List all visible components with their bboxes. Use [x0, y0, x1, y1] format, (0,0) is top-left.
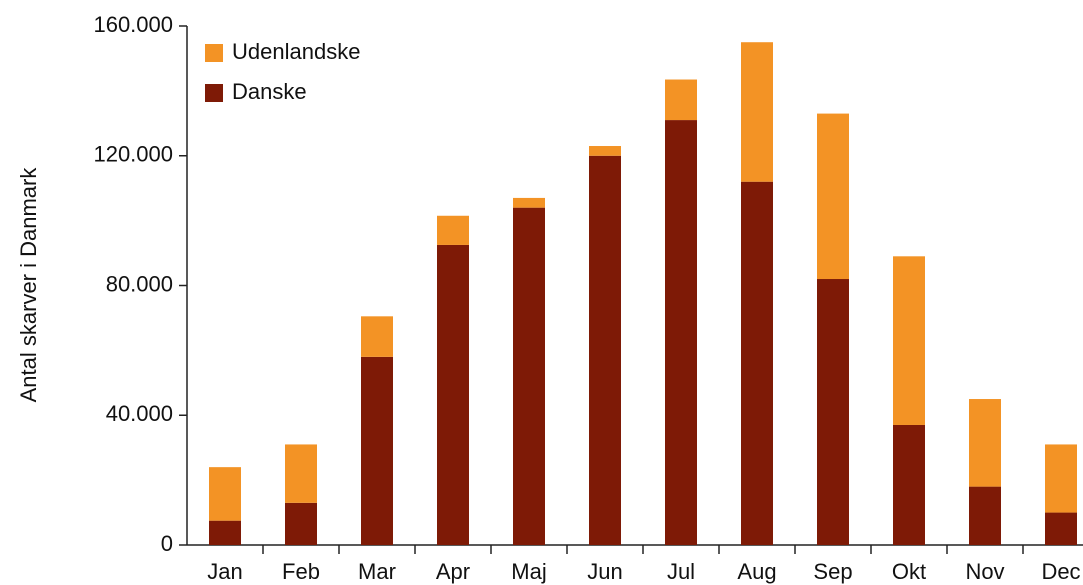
y-tick-label: 80.000 — [106, 271, 173, 296]
bar-segment — [361, 356, 393, 545]
bar-segment — [513, 197, 545, 208]
bar-segment — [893, 424, 925, 545]
y-tick-label: 40.000 — [106, 401, 173, 426]
x-tick-label: Dec — [1041, 559, 1080, 584]
legend-label: Danske — [232, 79, 307, 104]
bar-segment — [893, 256, 925, 425]
bar-segment — [969, 399, 1001, 487]
x-tick-label: Maj — [511, 559, 546, 584]
x-tick-label: Apr — [436, 559, 470, 584]
bar-segment — [665, 79, 697, 121]
legend-swatch — [205, 84, 223, 102]
bar-segment — [817, 279, 849, 545]
bar-segment — [969, 486, 1001, 545]
bar-segment — [817, 113, 849, 280]
bar-segment — [513, 207, 545, 545]
bar-segment — [1045, 512, 1077, 545]
y-tick-label: 120.000 — [93, 142, 173, 167]
x-tick-label: Mar — [358, 559, 396, 584]
bar-segment — [1045, 444, 1077, 513]
bar-segment — [285, 444, 317, 503]
x-tick-label: Jul — [667, 559, 695, 584]
legend-label: Udenlandske — [232, 39, 360, 64]
bar-segment — [741, 42, 773, 182]
y-axis-label: Antal skarver i Danmark — [16, 167, 41, 403]
bar-segment — [437, 215, 469, 245]
bar-segment — [437, 244, 469, 545]
y-tick-label: 0 — [161, 531, 173, 556]
bar-segment — [285, 502, 317, 545]
bar-segment — [741, 181, 773, 545]
bar-segment — [665, 120, 697, 545]
x-tick-label: Nov — [965, 559, 1004, 584]
bar-segment — [589, 155, 621, 545]
x-tick-label: Aug — [737, 559, 776, 584]
x-tick-label: Feb — [282, 559, 320, 584]
x-tick-label: Jan — [207, 559, 242, 584]
bar-segment — [209, 520, 241, 545]
x-tick-label: Okt — [892, 559, 926, 584]
bar-segment — [589, 146, 621, 156]
bar-segment — [209, 467, 241, 521]
legend-swatch — [205, 44, 223, 62]
bar-segment — [361, 316, 393, 357]
x-tick-label: Jun — [587, 559, 622, 584]
x-tick-label: Sep — [813, 559, 852, 584]
y-tick-label: 160.000 — [93, 12, 173, 37]
